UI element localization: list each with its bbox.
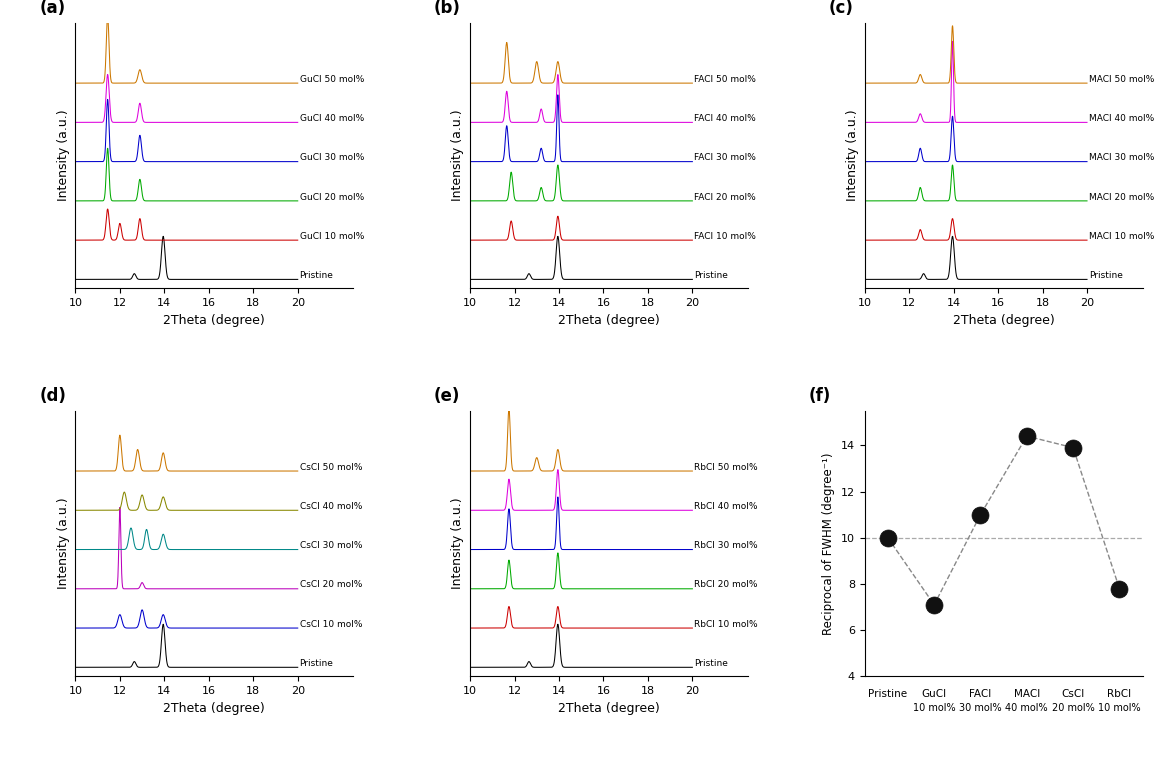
Text: FACl 50 mol%: FACl 50 mol%	[694, 74, 756, 84]
Text: FACl 10 mol%: FACl 10 mol%	[694, 232, 756, 241]
Text: MACl 20 mol%: MACl 20 mol%	[1089, 192, 1154, 201]
Text: FACl: FACl	[970, 689, 992, 699]
X-axis label: 2Theta (degree): 2Theta (degree)	[164, 314, 266, 327]
Text: GuCl 40 mol%: GuCl 40 mol%	[299, 114, 364, 123]
Text: GuCl 10 mol%: GuCl 10 mol%	[299, 232, 364, 241]
Y-axis label: Reciprocal of FWHM (degree⁻¹): Reciprocal of FWHM (degree⁻¹)	[822, 452, 835, 635]
Point	[925, 599, 943, 611]
Text: 20 mol%: 20 mol%	[1052, 703, 1095, 713]
Text: MACl: MACl	[1014, 689, 1039, 699]
Text: RbCl 40 mol%: RbCl 40 mol%	[694, 502, 757, 511]
Text: FACl 40 mol%: FACl 40 mol%	[694, 114, 756, 123]
Text: (c): (c)	[828, 0, 854, 17]
Text: 10 mol%: 10 mol%	[1099, 703, 1140, 713]
Text: Pristine: Pristine	[299, 271, 333, 280]
Y-axis label: Intensity (a.u.): Intensity (a.u.)	[451, 110, 464, 201]
Text: GuCl 30 mol%: GuCl 30 mol%	[299, 154, 364, 163]
X-axis label: 2Theta (degree): 2Theta (degree)	[952, 314, 1054, 327]
Text: (d): (d)	[39, 388, 66, 405]
Point	[971, 508, 989, 521]
Text: (e): (e)	[434, 388, 461, 405]
Text: CsCl: CsCl	[1061, 689, 1085, 699]
Text: GuCl: GuCl	[921, 689, 947, 699]
Point	[1110, 582, 1129, 594]
Text: CsCl 10 mol%: CsCl 10 mol%	[299, 619, 362, 629]
Text: CsCl 30 mol%: CsCl 30 mol%	[299, 541, 362, 550]
Text: Pristine: Pristine	[869, 689, 907, 699]
Text: MACl 40 mol%: MACl 40 mol%	[1089, 114, 1154, 123]
Text: MACl 30 mol%: MACl 30 mol%	[1089, 154, 1154, 163]
Y-axis label: Intensity (a.u.): Intensity (a.u.)	[451, 498, 464, 589]
Text: FACl 30 mol%: FACl 30 mol%	[694, 154, 756, 163]
Text: GuCl 50 mol%: GuCl 50 mol%	[299, 74, 364, 84]
Text: RbCl: RbCl	[1108, 689, 1131, 699]
Text: 30 mol%: 30 mol%	[959, 703, 1002, 713]
Text: 40 mol%: 40 mol%	[1006, 703, 1049, 713]
Text: Pristine: Pristine	[694, 659, 728, 668]
X-axis label: 2Theta (degree): 2Theta (degree)	[558, 314, 660, 327]
Point	[1064, 442, 1082, 454]
Text: Pristine: Pristine	[299, 659, 333, 668]
Text: MACl 10 mol%: MACl 10 mol%	[1089, 232, 1154, 241]
X-axis label: 2Theta (degree): 2Theta (degree)	[164, 701, 266, 714]
Text: 10 mol%: 10 mol%	[913, 703, 956, 713]
Text: Pristine: Pristine	[694, 271, 728, 280]
Text: CsCl 50 mol%: CsCl 50 mol%	[299, 463, 362, 472]
Text: GuCl 20 mol%: GuCl 20 mol%	[299, 192, 364, 201]
Text: (a): (a)	[39, 0, 65, 17]
Text: MACl 50 mol%: MACl 50 mol%	[1089, 74, 1154, 84]
Text: RbCl 10 mol%: RbCl 10 mol%	[694, 619, 757, 629]
Text: (b): (b)	[434, 0, 461, 17]
Text: RbCl 20 mol%: RbCl 20 mol%	[694, 581, 757, 590]
Y-axis label: Intensity (a.u.): Intensity (a.u.)	[57, 110, 70, 201]
Text: Pristine: Pristine	[1089, 271, 1123, 280]
Text: (f): (f)	[809, 388, 832, 405]
Y-axis label: Intensity (a.u.): Intensity (a.u.)	[57, 498, 70, 589]
Text: FACl 20 mol%: FACl 20 mol%	[694, 192, 756, 201]
Text: RbCl 30 mol%: RbCl 30 mol%	[694, 541, 757, 550]
Text: CsCl 40 mol%: CsCl 40 mol%	[299, 502, 362, 511]
X-axis label: 2Theta (degree): 2Theta (degree)	[558, 701, 660, 714]
Text: CsCl 20 mol%: CsCl 20 mol%	[299, 581, 362, 590]
Y-axis label: Intensity (a.u.): Intensity (a.u.)	[846, 110, 860, 201]
Text: RbCl 50 mol%: RbCl 50 mol%	[694, 463, 757, 472]
Point	[878, 532, 897, 544]
Point	[1017, 430, 1036, 442]
